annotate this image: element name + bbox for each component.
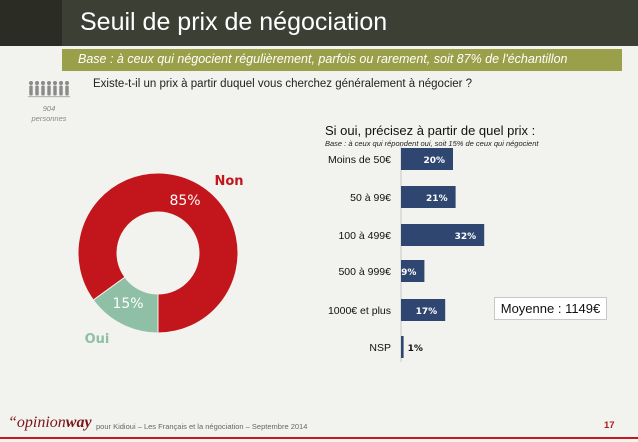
bar-value-label: 20% (423, 156, 445, 166)
people-icon (28, 81, 70, 98)
donut-value-label: 85% (169, 193, 200, 209)
logo-part-b: way (65, 414, 92, 431)
bar (401, 299, 446, 321)
donut-category-label: Oui (85, 332, 110, 347)
bar-value-label: 9% (401, 268, 416, 278)
bar-chart-title: Si oui, précisez à partir de quel prix : (325, 123, 536, 138)
bar-value-label: 21% (426, 194, 448, 204)
footer-text: pour Kidioui – Les Français et la négoci… (96, 422, 308, 431)
bar (401, 148, 453, 170)
donut-value-label: 15% (112, 296, 143, 312)
sample-count: 904 personnes (20, 104, 78, 124)
bar (401, 260, 425, 282)
bar (401, 224, 485, 246)
donut-slice-non (77, 172, 239, 334)
title-bar (0, 0, 638, 46)
title-accent (0, 0, 62, 46)
base-text: Base : à ceux qui négocient régulièremen… (78, 52, 568, 66)
bar-category-label: NSP (369, 342, 391, 354)
page-number: 17 (604, 420, 615, 431)
sample-count-unit: personnes (31, 114, 67, 123)
bar-category-label: 1000€ et plus (328, 305, 391, 317)
bar-category-label: 50 à 99€ (350, 192, 391, 204)
mean-box: Moyenne : 1149€ (494, 297, 607, 320)
bar-category-label: 500 à 999€ (338, 266, 391, 278)
question-text: Existe-t-il un prix à partir duquel vous… (93, 78, 473, 90)
page-title: Seuil de prix de négociation (80, 8, 388, 36)
donut-category-label: Non (214, 174, 243, 189)
bar-value-label: 32% (455, 232, 477, 242)
bar-value-label: 17% (416, 307, 438, 317)
base-bar (62, 49, 622, 71)
bar-category-label: 100 à 499€ (338, 230, 391, 242)
logo-part-a: “opinion (8, 414, 66, 431)
bar (401, 186, 456, 208)
opinionway-logo: “opinionway (8, 414, 92, 432)
footer-line (0, 437, 638, 439)
bar-value-label: 1% (408, 344, 423, 354)
bar-category-label: Moins de 50€ (328, 154, 391, 166)
sample-count-value: 904 (42, 104, 56, 113)
bar (401, 336, 404, 358)
bar-chart-subtitle: Base : à ceux qui répondent oui, soit 15… (325, 139, 539, 148)
